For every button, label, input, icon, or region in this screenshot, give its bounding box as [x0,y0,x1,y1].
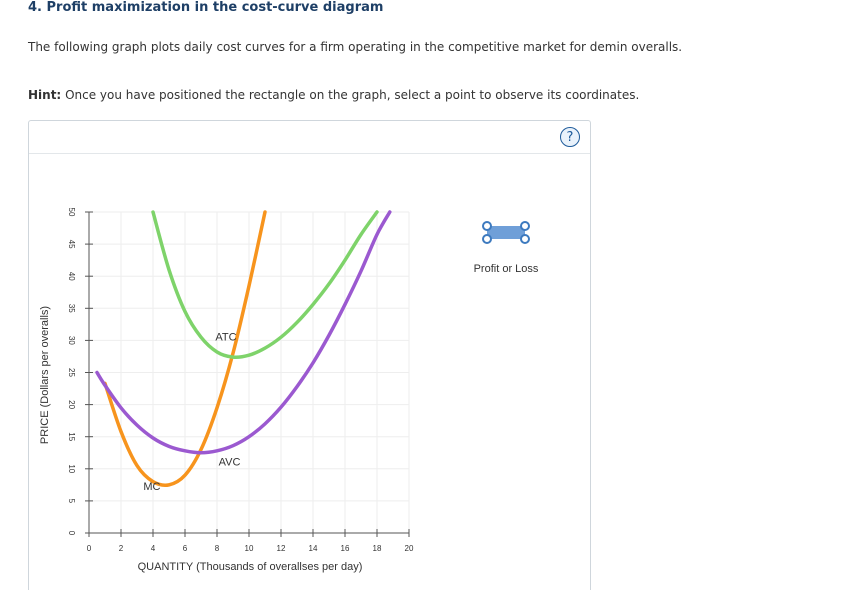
y-tick-label: 15 [67,432,76,441]
graph-panel-header: ? [29,121,590,154]
x-tick-label: 20 [405,544,414,553]
tool-handle-top-left[interactable] [482,221,492,231]
x-tick-label: 18 [373,544,382,553]
avc-curve [95,210,392,455]
mc-curve [103,210,267,487]
y-tick-label: 30 [67,336,76,345]
y-tick-label: 10 [67,464,76,473]
chart-curve-labels: MC ATC AVC [143,331,240,493]
y-tick-label: 20 [67,400,76,409]
y-tick-label: 5 [67,499,76,504]
x-tick-label: 2 [119,544,124,553]
chart-series [95,210,392,487]
tool-handle-top-right[interactable] [520,221,530,231]
y-tick-label: 50 [67,208,76,217]
avc-label: AVC [219,457,241,469]
x-tick-label: 10 [245,544,254,553]
tool-handle-bottom-left[interactable] [482,234,492,244]
question-title: 4. Profit maximization in the cost-curve… [28,0,384,15]
y-tick-label: 40 [67,272,76,281]
profit-or-loss-label: Profit or Loss [474,263,539,275]
graph-panel: ? [28,120,591,590]
y-tick-label: 0 [67,531,76,536]
chart-ticks: 0 2 4 6 8 10 12 14 16 18 20 0 5 10 15 20 25 30 35 40 45 50 [67,208,414,553]
x-tick-label: 8 [215,544,220,553]
x-axis-title: QUANTITY (Thousands of overallses per da… [138,561,363,573]
cost-curve-chart: 0 2 4 6 8 10 12 14 16 18 20 0 5 10 15 20 25 30 35 40 45 50 MC… [39,208,539,573]
help-button[interactable]: ? [560,127,580,147]
y-tick-label: 25 [67,368,76,377]
atc-label: ATC [215,331,236,343]
hint-text: Hint: Once you have positioned the recta… [28,88,639,102]
y-axis-title: PRICE (Dollars per overalls) [39,306,51,444]
y-tick-label: 45 [67,240,76,249]
x-tick-label: 16 [341,544,350,553]
x-tick-label: 0 [87,544,92,553]
hint-body: Once you have positioned the rectangle o… [65,88,640,102]
profit-or-loss-rectangle[interactable] [487,226,525,239]
x-tick-label: 6 [183,544,188,553]
tool-handle-bottom-right[interactable] [520,234,530,244]
mc-label: MC [143,481,160,493]
atc-curve [151,210,379,359]
x-tick-label: 14 [309,544,318,553]
chart-grid [89,211,410,533]
y-tick-label: 35 [67,304,76,313]
x-tick-label: 12 [277,544,286,553]
hint-label: Hint: [28,88,62,102]
x-tick-label: 4 [151,544,156,553]
question-text: The following graph plots daily cost cur… [28,40,683,54]
profit-or-loss-tool[interactable]: Profit or Loss [474,221,539,275]
